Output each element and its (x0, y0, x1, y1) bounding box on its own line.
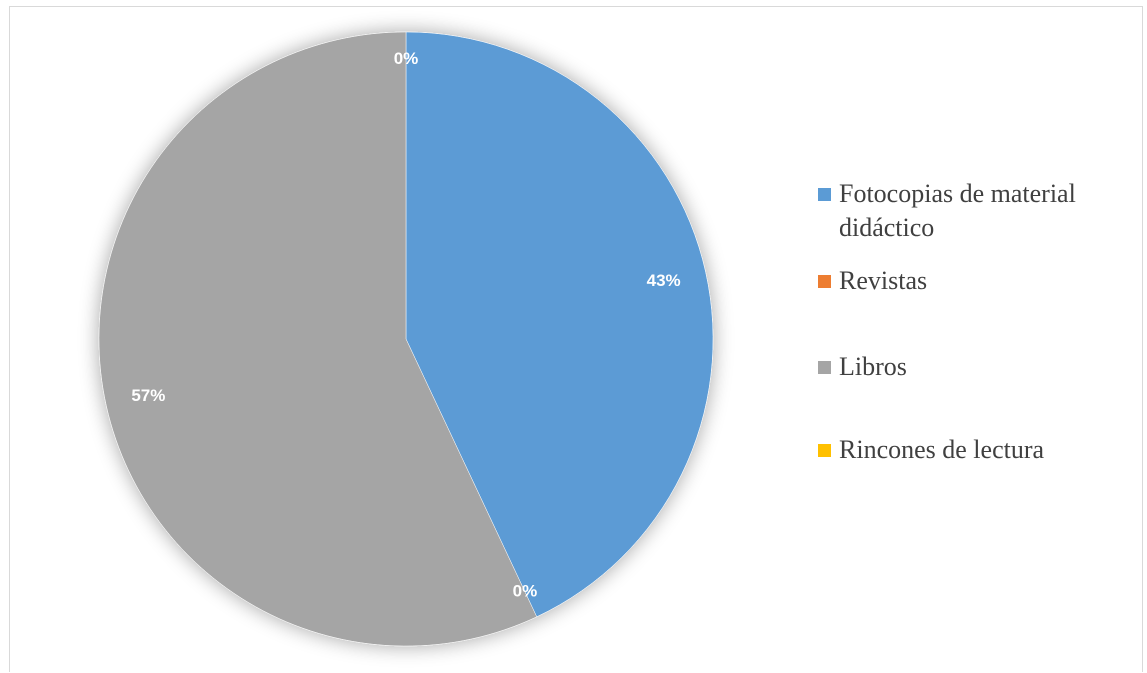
legend-label-libros: Libros (839, 352, 907, 381)
legend-swatch-libros (818, 361, 831, 374)
pie-data-label-3: 57% (131, 386, 165, 405)
pie-data-label-1: 43% (647, 271, 681, 290)
legend-swatch-fotocopias (818, 188, 831, 201)
legend-item-revistas: Revistas (818, 264, 1129, 298)
legend-item-rincones: Rincones de lectura (818, 433, 1129, 467)
legend-item-fotocopias: Fotocopias de material didáctico (818, 177, 1129, 245)
pie-slice-3 (98, 31, 538, 647)
pie-data-labels: 43% 0% 57% 0% (131, 49, 680, 600)
legend-item-libros: Libros (818, 350, 1129, 384)
legend-label-fotocopias: Fotocopias de material didáctico (839, 179, 1076, 242)
pie-slices (98, 31, 714, 647)
legend-swatch-rincones (818, 444, 831, 457)
legend-label-revistas: Revistas (839, 266, 928, 295)
legend-swatch-revistas (818, 275, 831, 288)
pie-data-label-2: 0% (513, 581, 538, 600)
legend-label-rincones: Rincones de lectura (839, 435, 1045, 464)
pie-data-label-4: 0% (394, 49, 419, 68)
pie-slice-1 (405, 31, 714, 618)
